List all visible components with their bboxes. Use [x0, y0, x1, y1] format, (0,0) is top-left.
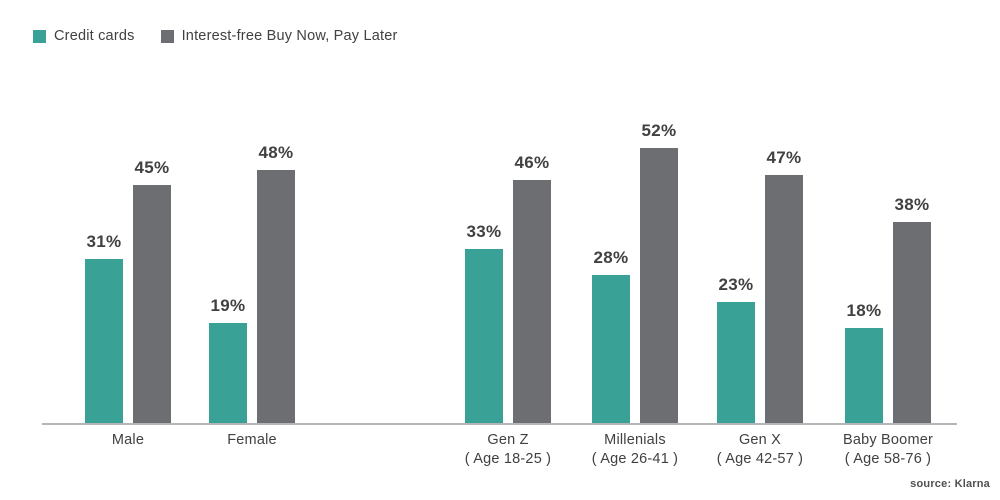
bar-credit-cards — [85, 259, 123, 423]
bar-bnpl — [640, 148, 678, 423]
legend-label: Credit cards — [54, 28, 135, 44]
category-sublabel: ( Age 26-41 ) — [591, 451, 679, 467]
category-label: Gen Z( Age 18-25 ) — [428, 431, 588, 469]
legend-swatch-bnpl-icon — [160, 29, 174, 43]
legend-item-credit-cards: Credit cards — [33, 28, 135, 44]
legend-swatch-credit-cards-icon — [33, 29, 46, 43]
bar-value-label: 23% — [718, 275, 754, 294]
category-label: Male — [111, 432, 145, 448]
bar-value-label: 18% — [846, 301, 882, 320]
bar-credit-cards — [465, 249, 503, 423]
bar-bnpl — [893, 222, 931, 423]
bar-value-label: 48% — [258, 143, 294, 162]
bar-value-label: 31% — [86, 232, 122, 251]
bar-credit-cards — [845, 328, 883, 423]
bar-value-label: 33% — [466, 222, 502, 241]
category-label: Gen X( Age 42-57 ) — [680, 431, 840, 469]
bar-credit-cards — [209, 323, 247, 423]
bar-bnpl — [257, 170, 295, 423]
bar-value-label: 52% — [641, 121, 677, 140]
source-credit: source: Klarna — [910, 478, 990, 490]
x-axis-baseline — [42, 423, 957, 425]
category-label: Millenials( Age 26-41 ) — [555, 431, 715, 469]
bar-value-label: 45% — [134, 158, 170, 177]
bar-credit-cards — [717, 302, 755, 423]
category-sublabel: ( Age 42-57 ) — [716, 451, 804, 467]
bar-bnpl — [765, 175, 803, 423]
bar-value-label: 47% — [766, 148, 802, 167]
category-label: Female — [227, 432, 277, 448]
bar-value-label: 46% — [514, 153, 550, 172]
bar-credit-cards — [592, 275, 630, 423]
bar-bnpl — [513, 180, 551, 423]
bar-value-label: 28% — [593, 248, 629, 267]
category-sublabel: ( Age 58-76 ) — [844, 451, 932, 467]
bar-bnpl — [133, 185, 171, 423]
category-sublabel: ( Age 18-25 ) — [464, 451, 552, 467]
bar-value-label: 38% — [894, 195, 930, 214]
legend-label: Interest-free Buy Now, Pay Later — [181, 28, 398, 44]
legend: Credit cards Interest-free Buy Now, Pay … — [33, 28, 398, 44]
category-label: Baby Boomer( Age 58-76 ) — [808, 431, 968, 469]
legend-item-bnpl: Interest-free Buy Now, Pay Later — [160, 28, 398, 44]
bar-value-label: 19% — [210, 296, 246, 315]
